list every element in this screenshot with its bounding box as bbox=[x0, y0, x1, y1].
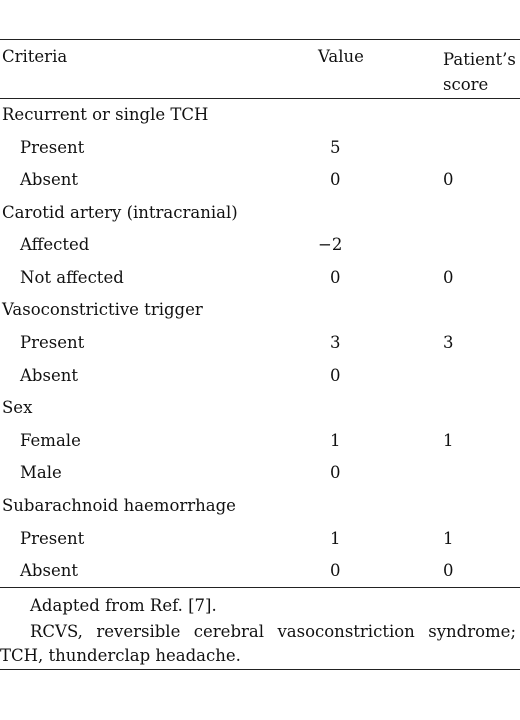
header-patient-score: Patient’s score bbox=[443, 50, 516, 94]
table-row-score: 0 bbox=[443, 268, 454, 287]
table-row-value: 0 bbox=[330, 170, 341, 189]
table-row-score: 1 bbox=[443, 431, 454, 450]
table-row-criteria: Absent bbox=[20, 561, 78, 580]
table-row-score: 0 bbox=[443, 561, 454, 580]
table-row-value: 1 bbox=[330, 529, 341, 548]
table-row-score: 3 bbox=[443, 333, 454, 352]
footnote-bottom-rule bbox=[0, 669, 520, 670]
footnote-abbreviations: RCVS, reversible cerebral vasoconstricti… bbox=[0, 622, 516, 665]
table-row-criteria: Present bbox=[20, 333, 85, 352]
header-criteria: Criteria bbox=[2, 47, 68, 66]
table-row-value: 0 bbox=[330, 268, 341, 287]
table-row-value: 0 bbox=[330, 561, 341, 580]
table-top-rule bbox=[0, 39, 520, 40]
table-row-value: 5 bbox=[330, 138, 341, 157]
table-row-criteria: Carotid artery (intracranial) bbox=[2, 203, 238, 222]
table-row-criteria: Sex bbox=[2, 398, 33, 417]
footnote-source: Adapted from Ref. [7]. bbox=[30, 596, 217, 615]
table-row-criteria: Absent bbox=[20, 366, 78, 385]
table-row-score: 0 bbox=[443, 170, 454, 189]
table-row-value: 0 bbox=[330, 463, 341, 482]
table-row-criteria: Male bbox=[20, 463, 62, 482]
header-value: Value bbox=[318, 47, 364, 66]
table-row-score: 1 bbox=[443, 529, 454, 548]
table-row-value: −2 bbox=[318, 235, 343, 254]
table-row-criteria: Present bbox=[20, 529, 85, 548]
table-bottom-rule bbox=[0, 587, 520, 588]
table-row-criteria: Recurrent or single TCH bbox=[2, 105, 209, 124]
table-row-criteria: Affected bbox=[20, 235, 90, 254]
table-row-criteria: Not affected bbox=[20, 268, 124, 287]
table-row-criteria: Absent bbox=[20, 170, 78, 189]
table-row-criteria: Vasoconstrictive trigger bbox=[2, 300, 203, 319]
table-header-rule bbox=[0, 98, 520, 99]
table-row-criteria: Present bbox=[20, 138, 85, 157]
table-row-criteria: Female bbox=[20, 431, 81, 450]
table-row-value: 1 bbox=[330, 431, 341, 450]
table-row-criteria: Subarachnoid haemorrhage bbox=[2, 496, 236, 515]
table-row-value: 3 bbox=[330, 333, 341, 352]
table-row-value: 0 bbox=[330, 366, 341, 385]
